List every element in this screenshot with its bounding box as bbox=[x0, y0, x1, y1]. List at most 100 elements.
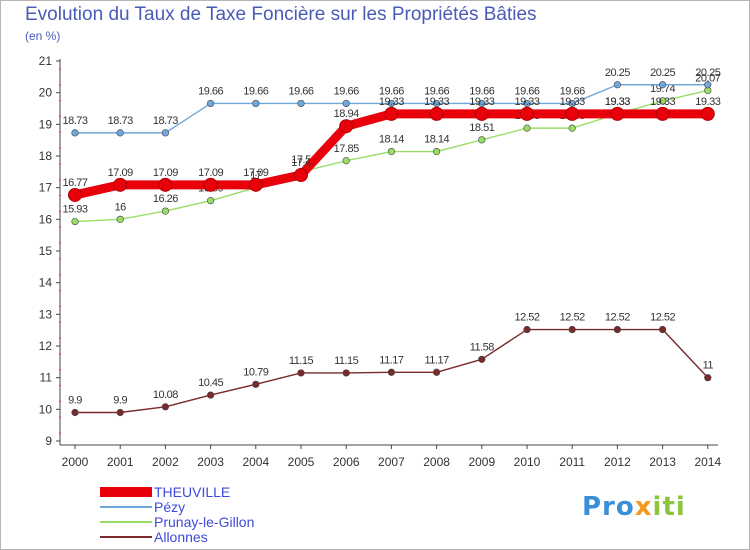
data-label: 11.15 bbox=[289, 355, 314, 367]
data-point bbox=[655, 106, 670, 121]
y-tick-label: 14 bbox=[39, 276, 53, 290]
series-prunay-le-gillon: 15.931616.2616.591717.517.8518.1418.1418… bbox=[62, 72, 721, 226]
data-point bbox=[429, 106, 444, 121]
x-tick-label: 2011 bbox=[559, 455, 585, 469]
data-point bbox=[384, 106, 399, 121]
legend-item: Pézy bbox=[100, 499, 254, 515]
data-label: 19.33 bbox=[605, 96, 630, 108]
data-point bbox=[433, 99, 441, 108]
data-point bbox=[342, 99, 350, 108]
data-point bbox=[433, 147, 441, 156]
data-point bbox=[297, 369, 305, 377]
data-label: 17.4 bbox=[291, 157, 311, 169]
legend-swatch bbox=[100, 486, 152, 497]
data-point bbox=[613, 81, 622, 89]
data-point bbox=[116, 129, 124, 137]
y-tick-label: 21 bbox=[39, 54, 53, 68]
x-tick-label: 2007 bbox=[378, 455, 405, 469]
data-point bbox=[704, 81, 712, 89]
data-label: 16.26 bbox=[153, 193, 178, 205]
y-tick-label: 9 bbox=[45, 434, 52, 448]
data-point bbox=[252, 380, 260, 388]
x-tick-label: 2013 bbox=[649, 455, 676, 469]
y-tick-label: 19 bbox=[39, 117, 53, 131]
chart-title: Evolution du Taux de Taxe Foncière sur l… bbox=[25, 4, 537, 25]
y-tick-label: 17 bbox=[39, 181, 53, 195]
data-point bbox=[248, 177, 263, 192]
data-point bbox=[339, 119, 354, 134]
series-p-zy: 18.73 18.73 18.73 19.66 19.66 19.66 19.66 19.66… bbox=[62, 67, 721, 137]
data-point bbox=[474, 106, 489, 121]
data-point bbox=[207, 391, 215, 399]
chart-legend: THEUVILLE Pézy Prunay-le-Gillon Allonnes bbox=[100, 483, 255, 545]
data-point bbox=[387, 147, 396, 156]
data-point bbox=[113, 177, 128, 192]
data-label: 20.25 bbox=[695, 67, 720, 79]
data-label: 16 bbox=[115, 201, 127, 213]
data-label: 19.33 bbox=[469, 96, 494, 108]
data-label: 17.85 bbox=[334, 143, 359, 155]
x-tick-label: 2012 bbox=[604, 455, 631, 469]
data-label: 11.17 bbox=[379, 354, 404, 366]
data-point bbox=[68, 187, 82, 202]
data-point bbox=[161, 403, 169, 411]
data-point bbox=[478, 355, 486, 363]
data-label: 18.73 bbox=[108, 115, 133, 127]
x-tick-label: 2003 bbox=[197, 455, 224, 469]
data-label: 16.77 bbox=[62, 177, 87, 189]
data-label: 17.09 bbox=[198, 167, 223, 179]
data-label: 18.94 bbox=[334, 108, 359, 120]
data-label: 19.66 bbox=[243, 85, 268, 97]
y-tick-label: 11 bbox=[40, 371, 53, 385]
data-point bbox=[71, 408, 79, 417]
data-label: 19.66 bbox=[379, 85, 404, 97]
data-label: 10.08 bbox=[153, 389, 178, 401]
data-point bbox=[158, 177, 173, 192]
logo-part: x bbox=[634, 492, 653, 522]
data-point bbox=[520, 106, 534, 121]
data-point bbox=[161, 207, 169, 215]
data-point bbox=[387, 99, 396, 108]
data-point bbox=[342, 157, 350, 165]
data-point bbox=[294, 168, 308, 182]
legend-swatch bbox=[100, 535, 152, 538]
legend-label: THEUVILLE bbox=[154, 483, 231, 500]
data-label: 11.17 bbox=[424, 354, 449, 366]
x-tick-label: 2001 bbox=[107, 455, 134, 469]
data-label: 18.14 bbox=[424, 134, 449, 146]
x-tick-label: 2000 bbox=[62, 455, 89, 469]
y-tick-label: 10 bbox=[39, 402, 53, 416]
data-label: 12.52 bbox=[560, 312, 585, 324]
data-point bbox=[568, 124, 576, 132]
data-label: 18.51 bbox=[469, 122, 494, 134]
data-point bbox=[161, 129, 169, 137]
data-label: 10.45 bbox=[198, 377, 223, 389]
data-label: 11 bbox=[703, 360, 714, 372]
data-point bbox=[523, 99, 531, 108]
data-label: 20.25 bbox=[650, 67, 675, 79]
data-point bbox=[700, 106, 715, 121]
data-label: 17.09 bbox=[243, 167, 268, 179]
data-point bbox=[342, 369, 350, 377]
data-label: 12.52 bbox=[514, 312, 539, 324]
data-label: 19.66 bbox=[424, 85, 449, 97]
y-tick-label: 16 bbox=[39, 212, 53, 226]
y-tick-label: 12 bbox=[39, 339, 53, 353]
x-tick-label: 2008 bbox=[423, 455, 450, 469]
legend-label: Prunay-le-Gillon bbox=[154, 513, 255, 530]
data-point bbox=[704, 374, 712, 382]
legend-item: THEUVILLE bbox=[100, 483, 254, 500]
data-point bbox=[207, 197, 215, 205]
data-point bbox=[478, 99, 486, 108]
x-tick-label: 2005 bbox=[288, 455, 315, 469]
data-label: 19.33 bbox=[650, 96, 675, 108]
x-tick-label: 2010 bbox=[514, 455, 541, 469]
data-label: 9.9 bbox=[113, 395, 127, 407]
data-label: 19.66 bbox=[198, 85, 223, 97]
x-tick-label: 2014 bbox=[694, 455, 721, 469]
series-allonnes: 9.9 9.9 10.08 10.45 10.79 11.15 11.15 11.17 11.1… bbox=[68, 312, 714, 417]
logo-part: Pro bbox=[582, 492, 635, 522]
x-tick-label: 2009 bbox=[468, 455, 495, 469]
